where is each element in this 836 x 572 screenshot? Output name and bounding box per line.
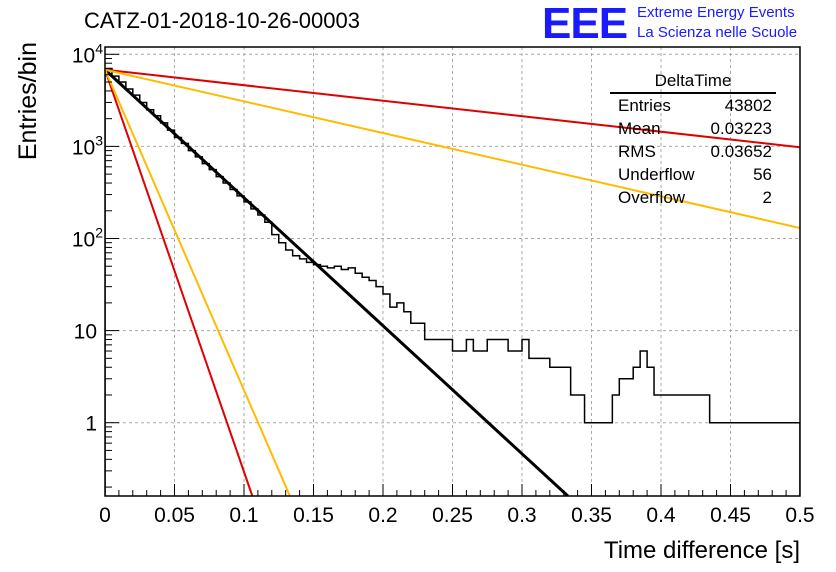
- stats-value: 43802: [724, 96, 772, 115]
- series-line-2: [105, 68, 800, 229]
- x-tick-label: 0.05: [154, 504, 195, 527]
- y-tick-label: 1: [85, 413, 97, 436]
- x-tick-label: 0.4: [646, 504, 676, 527]
- x-tick-label: 0.15: [293, 504, 334, 527]
- y-tick-label: 104: [72, 40, 103, 67]
- y-tick-label: 103: [72, 132, 103, 159]
- stats-label: Underflow: [618, 165, 695, 184]
- stats-box: DeltaTime Entries 43802 Mean 0.03223 RMS…: [610, 70, 776, 209]
- stats-row-mean: Mean 0.03223: [610, 117, 776, 140]
- x-tick-label: 0.3: [507, 504, 536, 527]
- x-tick-label: 0.1: [229, 504, 258, 527]
- stats-value: 2: [762, 188, 772, 207]
- series-line-1: [105, 68, 800, 149]
- series-line-0: [105, 68, 569, 496]
- series-line-4: [105, 69, 291, 496]
- logo-caption: Extreme Energy Events La Scienza nelle S…: [637, 3, 797, 43]
- x-tick-label: 0.2: [368, 504, 397, 527]
- y-axis-label: Entries/bin: [14, 42, 42, 160]
- chart-title: CATZ-01-2018-10-26-00003: [84, 8, 360, 33]
- x-tick-label: 0.45: [710, 504, 751, 527]
- stats-name: DeltaTime: [610, 70, 776, 94]
- stats-label: Mean: [618, 119, 661, 138]
- y-tick-label: 102: [72, 224, 103, 251]
- logo-caption-line2: La Scienza nelle Scuole: [637, 24, 798, 41]
- stats-row-overflow: Overflow 2: [610, 186, 776, 209]
- series-line-3: [105, 69, 254, 496]
- eee-logo: EEE: [542, 0, 628, 48]
- x-tick-label: 0.25: [432, 504, 473, 527]
- x-tick-label: 0.35: [571, 504, 612, 527]
- logo-caption-line1: Extreme Energy Events: [637, 4, 795, 21]
- stats-label: RMS: [618, 142, 656, 161]
- x-tick-label: 0: [99, 504, 111, 527]
- stats-row-entries: Entries 43802: [610, 94, 776, 117]
- x-axis-label: Time difference [s]: [604, 537, 800, 564]
- x-tick-label: 0.5: [785, 504, 814, 527]
- stats-value: 56: [753, 165, 772, 184]
- stats-value: 0.03223: [710, 119, 772, 138]
- stats-value: 0.03652: [710, 142, 772, 161]
- stats-row-rms: RMS 0.03652: [610, 140, 776, 163]
- stats-label: Overflow: [618, 188, 686, 207]
- y-tick-label: 10: [74, 321, 97, 344]
- stats-row-underflow: Underflow 56: [610, 163, 776, 186]
- stats-label: Entries: [618, 96, 671, 115]
